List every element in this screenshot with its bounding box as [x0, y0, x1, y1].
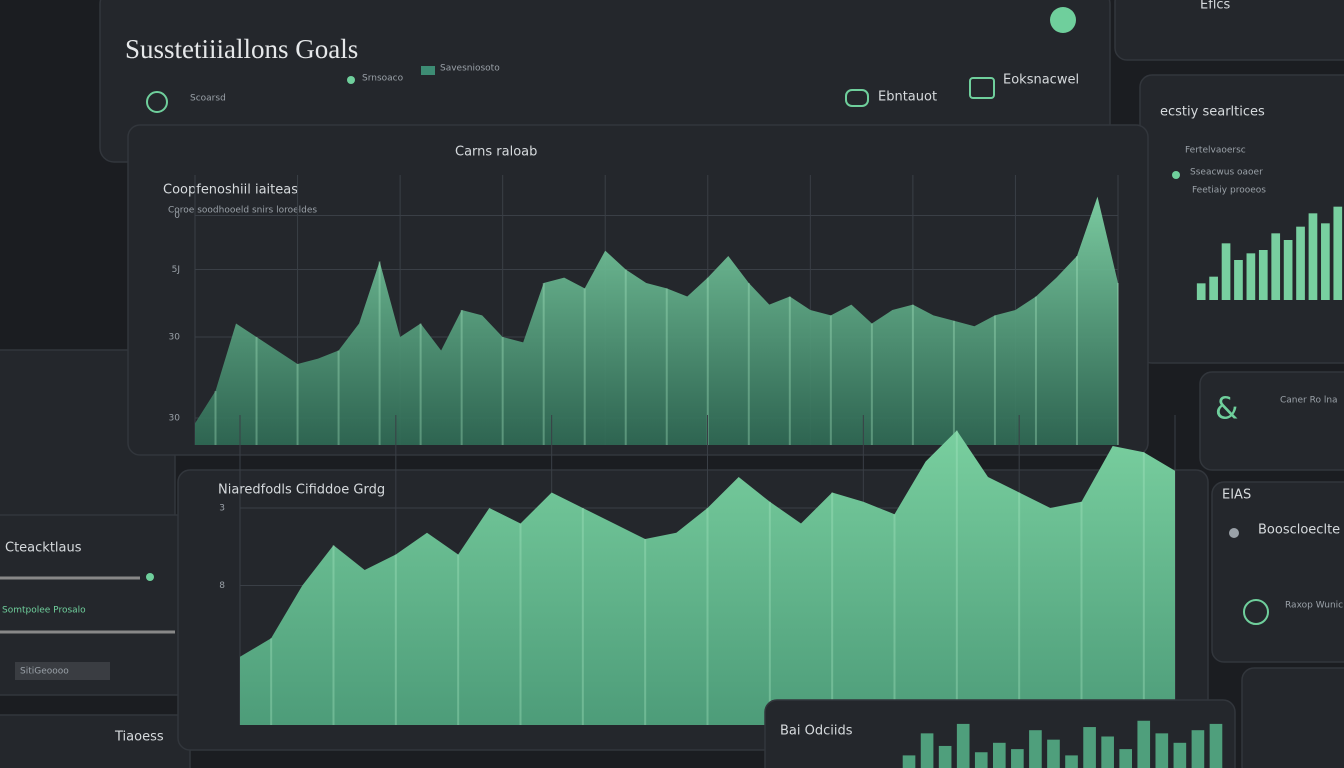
bottom-title: Bai Odciids — [780, 724, 853, 739]
bar — [1209, 723, 1223, 768]
area — [240, 430, 1175, 725]
left-item: SitiGeoooo — [20, 667, 69, 677]
bottom-plot — [902, 720, 1223, 768]
header-item: Savesniosoto — [440, 64, 500, 74]
bar — [1137, 720, 1151, 768]
button-icon[interactable] — [969, 77, 995, 99]
bar — [920, 733, 934, 768]
title: Susstetiiiallons Goals — [125, 34, 358, 64]
header-item: Scoarsd — [190, 94, 226, 104]
bar — [1101, 736, 1114, 768]
chart-title: Niaredfodls Cifiddoe Grdg — [218, 483, 385, 498]
bar — [1296, 226, 1305, 300]
bar — [1047, 739, 1060, 768]
right-item: Booscloeclte — [1258, 523, 1340, 538]
left-item: Tiaoess — [114, 730, 164, 745]
bar — [1321, 223, 1330, 300]
bar — [1173, 742, 1187, 768]
right-panel — [1199, 371, 1344, 471]
y-tick-label: 3 — [219, 504, 225, 514]
right-title: Eflcs — [1200, 0, 1231, 13]
slider-knob[interactable] — [146, 573, 154, 581]
bar — [1246, 253, 1256, 300]
bar — [1119, 749, 1133, 768]
button[interactable]: Ebntauot — [878, 90, 937, 105]
bar — [992, 742, 1006, 768]
right-panel — [1114, 0, 1344, 61]
bar — [1196, 283, 1206, 300]
y-tick-label: 30 — [169, 333, 181, 343]
right-item: EIAS — [1222, 488, 1251, 503]
left-item: Somtpolee Prosalo — [2, 606, 86, 616]
second-plot: 83 — [219, 415, 1176, 725]
dot — [347, 76, 355, 84]
button-icon[interactable] — [845, 89, 869, 107]
y-tick-label: 5J — [172, 265, 180, 275]
bar — [1271, 233, 1281, 300]
bar — [1065, 755, 1078, 768]
button[interactable]: Eoksnacwel — [1003, 73, 1079, 88]
chart-subtitle: Coroe soodhooeld snirs loroeldes — [168, 206, 317, 216]
y-tick-label: 30 — [169, 414, 181, 424]
chart-label: Carns raloab — [455, 145, 537, 160]
bar — [1283, 240, 1293, 300]
y-tick-label: 0 — [174, 211, 180, 221]
left-title: Cteacktlaus — [5, 541, 82, 556]
bar — [1191, 730, 1205, 768]
avatar[interactable] — [1050, 7, 1076, 33]
right-panel — [1211, 481, 1344, 663]
logo — [146, 91, 168, 113]
side-item: Sseacwus oaoer — [1190, 168, 1263, 178]
bar — [956, 723, 970, 768]
icon — [421, 66, 435, 75]
area — [195, 196, 1118, 445]
icon: & — [1215, 392, 1238, 427]
bar — [1333, 206, 1343, 300]
dot — [1229, 528, 1239, 538]
right-panel — [1241, 667, 1344, 768]
bar — [902, 755, 916, 768]
y-tick-label: 8 — [219, 581, 225, 591]
bar — [1234, 260, 1243, 300]
bar — [1209, 276, 1218, 300]
chart-title: Coopfenoshiil iaiteas — [163, 183, 298, 198]
bar — [1221, 243, 1231, 300]
dot — [1172, 171, 1180, 179]
bar — [1029, 730, 1042, 768]
right-item: Caner Ro lna — [1280, 396, 1338, 406]
bar — [1083, 727, 1096, 768]
tag — [15, 662, 110, 680]
main-plot: 30 30 5J 0 — [169, 175, 1119, 445]
bar — [1011, 749, 1024, 768]
bar — [938, 745, 952, 768]
bar — [1155, 733, 1169, 768]
icon — [1243, 599, 1269, 625]
side-title: ecstiy searltices — [1160, 105, 1265, 120]
side-item: Fertelvaoersc — [1185, 146, 1246, 156]
side-item: Feetiaiy prooeos — [1192, 186, 1266, 196]
bar — [1258, 250, 1268, 300]
bar — [974, 752, 988, 768]
right-item: Raxop Wunic Gods — [1285, 601, 1344, 611]
header-item: Srnsoaco — [362, 74, 404, 84]
bar — [1308, 213, 1318, 300]
bottom-panel — [764, 699, 1236, 768]
side-plot — [1196, 206, 1343, 300]
